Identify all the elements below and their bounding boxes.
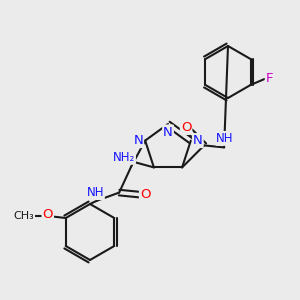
Text: O: O: [181, 121, 191, 134]
Text: NH₂: NH₂: [113, 151, 135, 164]
Text: N: N: [133, 134, 143, 147]
Text: CH₃: CH₃: [14, 211, 34, 221]
Text: O: O: [43, 208, 53, 221]
Text: N: N: [193, 134, 203, 147]
Text: O: O: [140, 188, 150, 201]
Text: F: F: [266, 73, 273, 85]
Text: NH: NH: [216, 132, 234, 145]
Text: N: N: [163, 125, 173, 139]
Text: NH: NH: [86, 186, 104, 199]
